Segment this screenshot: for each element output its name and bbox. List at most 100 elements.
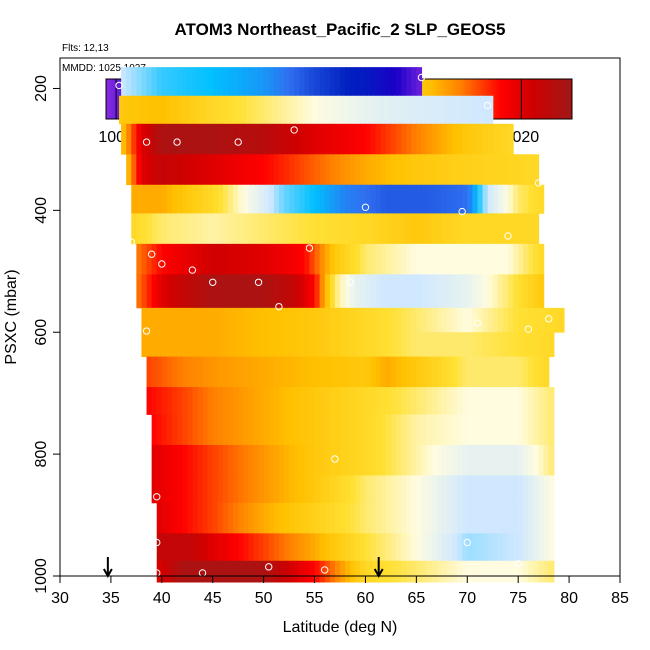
heatmap-cell: [457, 533, 463, 562]
heatmap-cell: [253, 274, 260, 309]
flight-point: [254, 278, 263, 286]
heatmap-cell: [462, 356, 468, 388]
heatmap-cell: [350, 184, 356, 214]
heatmap-cell: [497, 560, 504, 583]
heatmap-cell: [182, 67, 188, 97]
heatmap-cell: [146, 184, 153, 214]
heatmap-cell: [273, 560, 280, 583]
heatmap-cell: [197, 274, 204, 309]
heatmap-cell: [436, 502, 443, 534]
heatmap-cell: [289, 243, 295, 275]
heatmap-cell: [355, 274, 361, 309]
heatmap-cell: [441, 502, 448, 534]
heatmap-cell: [345, 414, 351, 446]
heatmap-cell: [444, 95, 451, 125]
heatmap-cell: [513, 356, 519, 388]
heatmap-cell: [228, 502, 234, 534]
heatmap-cell: [161, 154, 168, 186]
heatmap-cell: [487, 123, 494, 155]
heatmap-cell: [487, 387, 494, 415]
heatmap-cell: [334, 502, 341, 534]
heatmap-cell: [548, 387, 555, 415]
heatmap-cell: [492, 123, 499, 155]
heatmap-cell: [156, 243, 163, 275]
heatmap-cell: [502, 184, 509, 214]
heatmap-cell: [472, 414, 479, 446]
heatmap-cell: [365, 414, 372, 446]
heatmap-cell: [182, 243, 188, 275]
heatmap-cell: [161, 414, 168, 446]
heatmap-cell: [513, 444, 519, 476]
heatmap-cell: [207, 414, 214, 446]
heatmap-cell: [268, 332, 275, 358]
heatmap-cell: [416, 154, 423, 186]
heatmap-cell: [396, 533, 402, 562]
heatmap-cell: [222, 444, 229, 476]
heatmap-cell: [304, 444, 311, 476]
heatmap-cell: [197, 307, 204, 333]
heatmap-cell: [156, 154, 163, 186]
heatmap-cell: [238, 533, 244, 562]
heatmap-cell: [258, 387, 265, 415]
heatmap-cell: [421, 243, 428, 275]
heatmap-cell: [467, 444, 473, 476]
heatmap-cell: [284, 184, 290, 214]
heatmap-cell: [197, 502, 204, 534]
heatmap-cell: [202, 154, 209, 186]
heatmap-cell: [197, 184, 204, 214]
heatmap-cell: [497, 356, 504, 388]
heatmap-cell: [340, 67, 346, 97]
heatmap-cell: [156, 444, 163, 476]
heatmap-cell: [446, 414, 453, 446]
heatmap-cell: [411, 444, 417, 476]
heatmap-cell: [324, 154, 331, 186]
heatmap-cell: [258, 154, 265, 186]
heatmap-cell: [452, 184, 458, 214]
heatmap-cell: [243, 123, 249, 155]
heatmap-cell: [182, 332, 188, 358]
heatmap-cell: [314, 213, 321, 245]
heatmap-cell: [207, 243, 214, 275]
heatmap-cell: [187, 387, 193, 415]
heatmap-cell: [523, 213, 529, 245]
heatmap-cell: [411, 560, 417, 583]
heatmap-cell: [375, 154, 382, 186]
flight-point: [127, 238, 135, 246]
heatmap-cell: [278, 560, 285, 583]
flight-point: [545, 315, 553, 323]
heatmap-cell: [502, 274, 509, 309]
x-tick-label: 55: [306, 590, 324, 607]
heatmap-cell: [411, 184, 417, 214]
heatmap-cell: [350, 274, 356, 309]
heatmap-cell: [353, 95, 359, 125]
heatmap-cell: [523, 307, 529, 333]
heatmap-cell: [365, 560, 372, 583]
heatmap-cell: [258, 475, 265, 504]
heatmap-cell: [472, 475, 479, 504]
heatmap-cell: [406, 184, 412, 214]
heatmap-cell: [207, 213, 214, 245]
heatmap-cell: [121, 67, 127, 97]
heatmap-cell: [380, 444, 387, 476]
heatmap-cell: [360, 274, 367, 309]
heatmap-cell: [543, 307, 550, 333]
heatmap-cell: [166, 274, 173, 309]
heatmap-cell: [411, 213, 417, 245]
heatmap-cell: [202, 274, 209, 309]
heatmap-cell: [426, 332, 433, 358]
heatmap-cell: [324, 502, 331, 534]
heatmap-cell: [261, 95, 268, 125]
heatmap-cell: [340, 332, 346, 358]
heatmap-cell: [156, 274, 163, 309]
heatmap-cell: [441, 475, 448, 504]
heatmap-cell: [177, 67, 183, 97]
heatmap-cell: [426, 414, 433, 446]
heatmap-cell: [329, 332, 336, 358]
heatmap-cell: [329, 123, 336, 155]
heatmap-cell: [253, 560, 260, 583]
heatmap-cell: [426, 243, 433, 275]
heatmap-cell: [312, 95, 319, 125]
heatmap-cell: [131, 67, 137, 97]
heatmap-cell: [375, 475, 382, 504]
heatmap-cell: [421, 154, 428, 186]
